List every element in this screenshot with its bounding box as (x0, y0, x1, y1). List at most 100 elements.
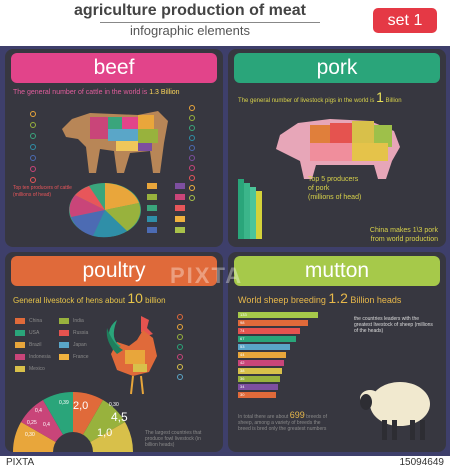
fan-label: 1,0 (97, 427, 113, 439)
ring-marker (30, 144, 36, 150)
ring-marker (189, 115, 195, 121)
pork-china-line: China makes 1\3 pork (369, 227, 438, 234)
pork-top-line: Top 5 producers (308, 176, 359, 183)
mutton-title: mutton (234, 256, 440, 286)
header: agriculture production of meat infograph… (0, 0, 450, 46)
pork-china-note: China makes 1\3 pork from world producti… (370, 226, 438, 244)
ring-marker (30, 111, 36, 117)
legend-label: USA (29, 330, 40, 336)
ring-marker (189, 175, 195, 181)
legend-label: France (73, 354, 89, 360)
set-badge: set 1 (373, 8, 437, 33)
legend-swatch (147, 216, 157, 222)
mutton-bar (238, 392, 276, 398)
legend-swatch (15, 366, 25, 372)
fan-label: 4,5 (111, 410, 128, 424)
ring-marker (30, 155, 36, 161)
pork-china-line: from world production (370, 236, 438, 243)
watermark: PIXTA (170, 263, 244, 288)
fan-label: 0,30 (25, 432, 35, 438)
footer-id: 15094649 (399, 457, 445, 468)
legend-label: Mexico (29, 366, 45, 372)
poultry-fan-chart (13, 392, 133, 452)
legend-label: Japan (73, 342, 87, 348)
poultry-stat-unit: billion (145, 296, 166, 305)
ring-marker (177, 354, 183, 360)
pork-title: pork (234, 53, 440, 83)
fan-label: 0,25 (27, 420, 37, 426)
mutton-bottom-value: 699 (289, 410, 305, 420)
legend-label: Indonesia (29, 354, 51, 360)
mutton-bar (238, 352, 286, 358)
pork-top-line: (millions of head) (308, 194, 362, 201)
ring-marker (189, 155, 195, 161)
mutton-bar-value: 34 (240, 384, 245, 389)
pork-stat: The general number of livestock pigs in … (238, 89, 402, 105)
poultry-stat-text: General livestock of hens about (13, 296, 126, 305)
legend-label: Brazil (29, 342, 42, 348)
mutton-bar-value: 98 (240, 320, 245, 325)
page-title: agriculture production of meat (73, 2, 306, 19)
mutton-bar-value: 36 (240, 376, 245, 381)
ring-marker (177, 314, 183, 320)
fan-label: 2,0 (73, 400, 89, 412)
pork-bar-chart (238, 179, 266, 239)
legend-swatch (59, 354, 69, 360)
beef-panel: beef The general number of cattle in the… (5, 49, 223, 247)
rooster-illustration (106, 316, 157, 395)
infographic-board: beef The general number of cattle in the… (0, 46, 450, 456)
poultry-title: poultry (11, 256, 217, 286)
poultry-footnote: The largest countries that produce fowl … (145, 430, 202, 448)
pork-bar (256, 191, 262, 239)
pork-stat-unit: Billion (385, 98, 402, 104)
ring-marker (30, 122, 36, 128)
beef-caption-line: Top ten producers of cattle (13, 185, 72, 191)
legend-swatch (59, 318, 69, 324)
mutton-bar (238, 384, 278, 390)
fan-label: 0,30 (109, 402, 119, 408)
ring-marker (189, 135, 195, 141)
pork-bar (238, 179, 244, 239)
fan-label: 0,39 (59, 400, 69, 406)
ring-marker (177, 374, 183, 380)
pork-bar (244, 183, 250, 239)
ring-marker (177, 324, 183, 330)
mutton-bar (238, 336, 296, 342)
pork-stat-value: 1 (376, 89, 384, 105)
legend-swatch (147, 227, 157, 233)
ring-marker (189, 165, 195, 171)
fan-label: 0,4 (43, 422, 50, 428)
poultry-panel: poultry General livestock of hens about … (5, 252, 223, 452)
beef-stat-text: The general number of cattle in the worl… (13, 89, 148, 96)
ring-marker (177, 344, 183, 350)
ring-marker (189, 195, 195, 201)
cow-illustration (62, 111, 168, 173)
beef-pie-chart (69, 183, 141, 238)
mutton-bar-value: 38 (240, 368, 245, 373)
mutton-bar-value: 42 (240, 360, 245, 365)
mutton-bar-value: 30 (240, 392, 245, 397)
mutton-stat: World sheep breeding 1.2 Billion heads (238, 290, 401, 306)
legend-swatch (15, 330, 25, 336)
legend-swatch (59, 330, 69, 336)
ring-marker (30, 166, 36, 172)
legend-swatch (175, 205, 185, 211)
header-divider (100, 22, 320, 23)
legend-swatch (175, 194, 185, 200)
legend-swatch (147, 205, 157, 211)
mutton-stat-text: World sheep breeding (238, 295, 326, 305)
mutton-bar (238, 320, 308, 326)
beef-title: beef (11, 53, 217, 83)
page-subtitle: infographic elements (130, 23, 250, 38)
legend-swatch (15, 354, 25, 360)
beef-chart-caption: Top ten producers of cattle (millions of… (13, 185, 72, 199)
ring-marker (30, 133, 36, 139)
mutton-bar-value: 133 (240, 312, 247, 317)
pork-panel: pork The general number of livestock pig… (228, 49, 446, 247)
mutton-bar (238, 376, 280, 382)
beef-caption-line: (millions of head) (13, 192, 52, 198)
mutton-bottom-rest: breeds of sheep, among a variety of bree… (238, 414, 327, 432)
legend-label: Russia (73, 330, 89, 336)
mutton-bar (238, 368, 282, 374)
legend-swatch (175, 227, 185, 233)
